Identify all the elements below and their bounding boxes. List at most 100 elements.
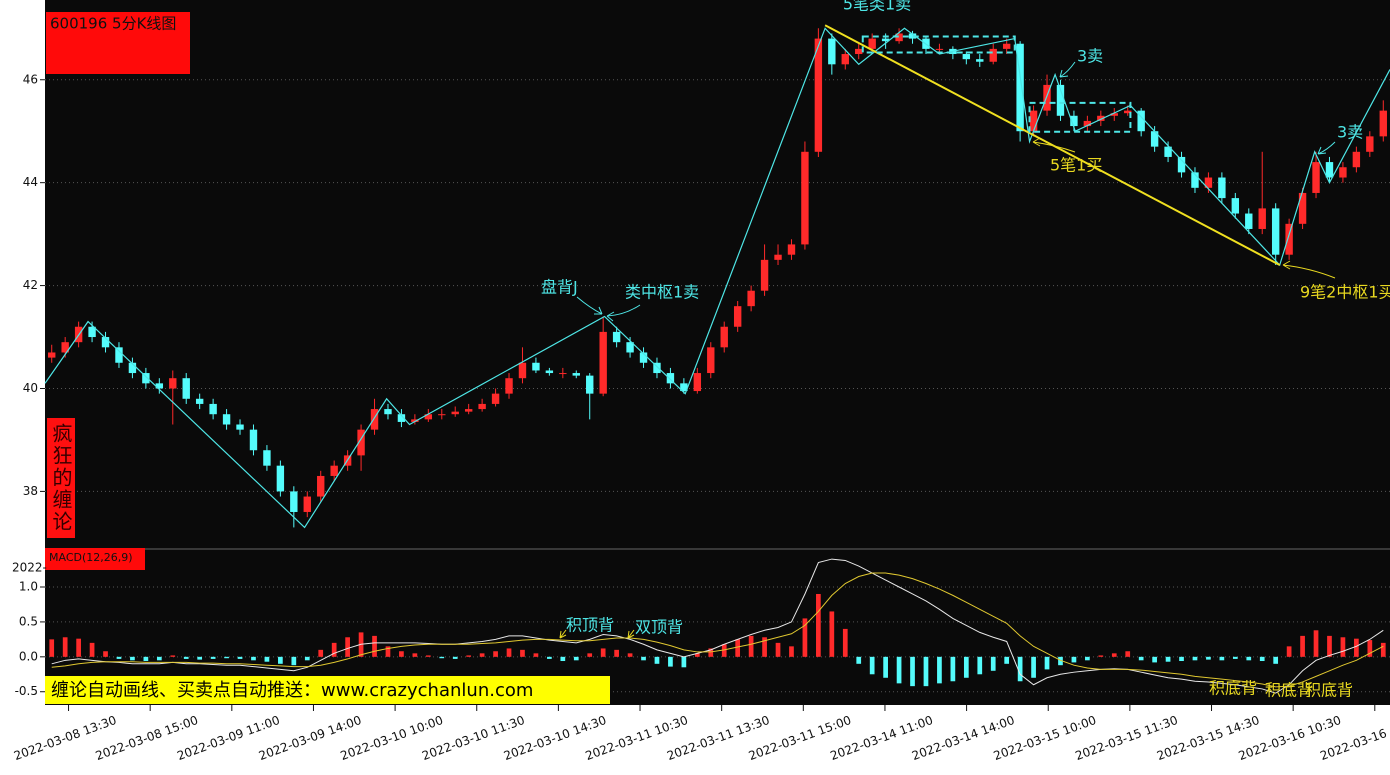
candle-body <box>1218 177 1226 199</box>
candle-body <box>828 38 836 65</box>
candle-body <box>1191 172 1199 188</box>
macd-bar <box>1111 653 1117 657</box>
macd-bar <box>1152 656 1157 663</box>
annotation: 9笔2中枢1买 <box>1300 283 1390 302</box>
macd-bar <box>1071 656 1077 663</box>
candle-body <box>532 362 540 371</box>
candle-body <box>1110 113 1118 116</box>
macd-bar <box>1192 656 1198 661</box>
candle-body <box>1137 110 1145 132</box>
arrow <box>1059 61 1076 78</box>
macd-bar <box>963 656 969 678</box>
annotation: 3卖 <box>1077 47 1103 66</box>
candle-body <box>935 48 944 50</box>
candle-body <box>142 373 150 384</box>
candle-body <box>397 414 406 422</box>
macd-bar <box>1340 637 1346 657</box>
candle-body <box>1150 131 1159 147</box>
candle-body <box>303 496 311 512</box>
arrow <box>606 304 641 322</box>
macd-bar <box>1165 656 1171 662</box>
arrow <box>1282 260 1336 279</box>
macd-bar <box>1058 656 1063 666</box>
macd-bar <box>1273 656 1279 664</box>
x-tick-label: 2022-03-16 <box>1318 726 1388 763</box>
candle-body <box>1366 136 1374 152</box>
macd-bar <box>910 656 915 687</box>
macd-bar <box>547 656 552 659</box>
macd-bar <box>278 656 283 664</box>
candle-body <box>195 398 204 404</box>
candle-body <box>908 33 917 39</box>
macd-bar <box>1259 656 1265 662</box>
macd-bar <box>385 646 391 657</box>
macd-bar <box>291 656 297 666</box>
macd-bar <box>600 648 606 657</box>
macd-bar <box>439 656 445 659</box>
candle-body <box>612 331 621 343</box>
macd-bar <box>694 653 700 657</box>
candle-body <box>1056 84 1065 116</box>
candle-body <box>1379 110 1387 137</box>
annotation: 5笔1买 <box>1050 156 1102 175</box>
candle-body <box>1312 162 1320 193</box>
macd-bar <box>237 656 243 659</box>
annotation: 5笔类1卖 <box>843 0 911 14</box>
macd-bar <box>856 656 862 664</box>
candle-body <box>1258 208 1266 229</box>
macd-title-box <box>45 548 145 570</box>
candle-body <box>169 378 177 389</box>
y-tick-label: 0.5 <box>19 614 38 628</box>
candle-body <box>787 244 796 255</box>
candle-body <box>1339 167 1347 178</box>
cut-label: 2022- <box>12 561 47 575</box>
candle-body <box>976 59 984 62</box>
macd-bar <box>748 635 754 657</box>
y-tick-label: 46 <box>23 72 38 86</box>
macd-bar <box>1138 656 1144 661</box>
macd-bar <box>130 656 135 661</box>
candle-body <box>666 373 675 384</box>
candle-body <box>1016 43 1024 132</box>
candle-body <box>1298 192 1307 224</box>
candle-body <box>182 378 190 399</box>
macd-bar <box>1085 656 1090 661</box>
macd-bar <box>264 656 270 662</box>
candle-body <box>1285 223 1293 255</box>
macd-bar <box>587 653 593 657</box>
macd-bar <box>62 637 68 657</box>
candle-body <box>155 383 164 389</box>
candle-body <box>357 429 365 456</box>
banner: 缠论自动画线、买卖点自动推送：www.crazychanlun.com <box>51 680 533 701</box>
macd-bar <box>923 656 929 687</box>
macd-bar <box>614 649 619 657</box>
center-box <box>1028 101 1132 133</box>
macd-bar <box>1232 656 1238 659</box>
arrow <box>1317 141 1336 155</box>
macd-bar <box>883 656 888 678</box>
macd-bar <box>520 649 525 657</box>
candle-body <box>841 54 849 65</box>
macd-bar <box>210 656 216 659</box>
candle-body <box>814 38 823 152</box>
macd-bar <box>869 656 875 675</box>
candle-body <box>424 414 433 420</box>
center-box <box>861 35 1016 54</box>
candle-body <box>249 429 258 451</box>
macd-bar <box>1206 656 1211 660</box>
macd-bar <box>1179 656 1184 662</box>
macd-bar <box>372 635 377 657</box>
candle-body <box>1352 151 1361 168</box>
overlay: 600196 5分K线图 MACD(12,26,9) 2022- 缠论自动画线、… <box>12 0 1390 704</box>
candle-body <box>1271 208 1280 255</box>
candle-body <box>881 38 890 42</box>
arrow <box>576 296 603 315</box>
candle-body <box>1325 162 1334 178</box>
macd-bar <box>627 653 633 657</box>
annotation: 盘背J <box>541 278 578 297</box>
macd-bar <box>103 651 108 657</box>
plot-background <box>45 0 1390 705</box>
candle-body <box>1097 115 1105 121</box>
macd-bar <box>1219 656 1225 661</box>
